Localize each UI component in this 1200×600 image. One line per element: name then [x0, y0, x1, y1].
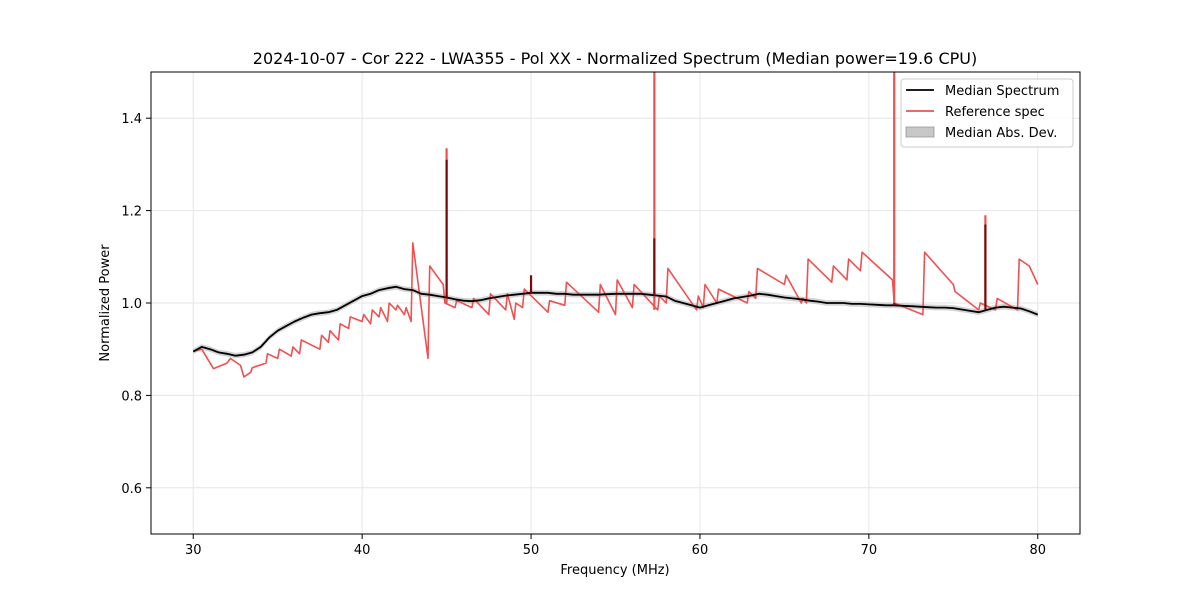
x-axis-label: Frequency (MHz) [560, 563, 669, 578]
legend: Median Spectrum Reference spec Median Ab… [900, 78, 1074, 148]
series-line-median-spectrum [192, 285, 1039, 357]
legend-swatch-median-abs-dev [905, 126, 935, 138]
x-tick-label: 30 [185, 543, 202, 558]
y-tick-label: 1.2 [121, 205, 142, 220]
x-tick-label: 40 [354, 543, 371, 558]
chart-title: 2024-10-07 - Cor 222 - LWA355 - Pol XX -… [253, 49, 977, 68]
series-layer [192, 72, 1039, 378]
axis-ticks: 30 40 50 60 70 80 0.6 0.8 1.0 1.2 1.4 [121, 112, 1046, 558]
legend-label-median-spectrum: Median Spectrum [945, 84, 1059, 99]
y-tick-label: 1.4 [121, 112, 142, 127]
y-tick-label: 0.6 [121, 482, 142, 497]
x-tick-label: 70 [861, 543, 878, 558]
x-tick-label: 80 [1029, 543, 1046, 558]
y-tick-label: 1.0 [121, 297, 142, 312]
x-tick-label: 50 [523, 543, 540, 558]
legend-label-reference-spec: Reference spec [945, 105, 1045, 120]
y-tick-label: 0.8 [121, 389, 142, 404]
y-axis-label: Normalized Power [98, 244, 113, 362]
legend-label-median-abs-dev: Median Abs. Dev. [945, 126, 1057, 141]
legend-frame [900, 78, 1074, 148]
series-line-reference-spec [192, 242, 1039, 378]
x-tick-label: 60 [692, 543, 709, 558]
